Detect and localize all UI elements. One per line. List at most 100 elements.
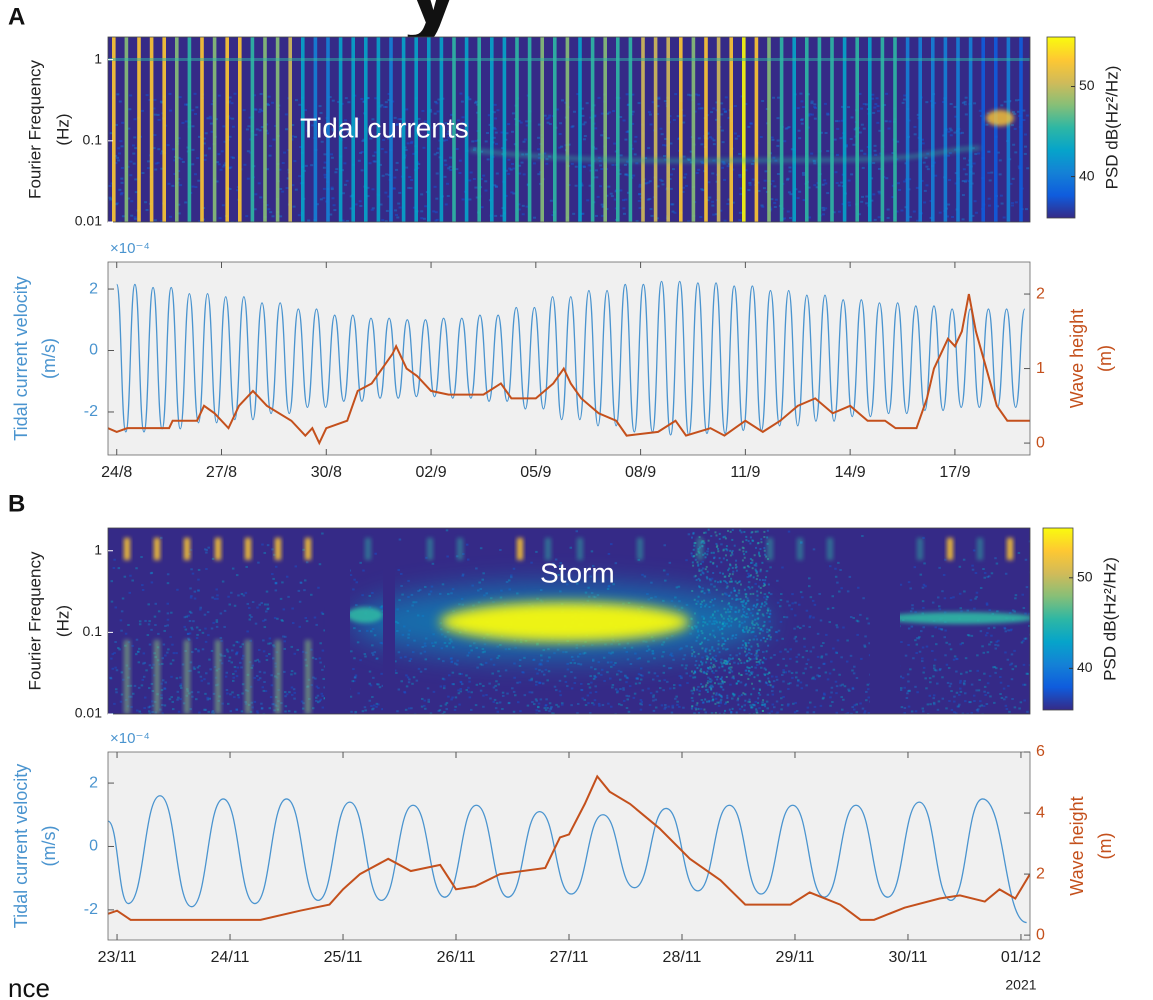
spectrogram-speckle bbox=[125, 633, 128, 635]
spectrogram-speckle bbox=[874, 154, 877, 156]
spectrogram-speckle bbox=[707, 677, 710, 679]
spectrogram-speckle bbox=[361, 169, 364, 171]
spectrogram-speckle bbox=[786, 601, 789, 603]
spectrogram-speckle bbox=[1003, 216, 1006, 218]
spectrogram-speckle bbox=[229, 693, 232, 695]
spectrogram-speckle bbox=[945, 707, 948, 709]
spectrogram-speckle bbox=[838, 185, 841, 187]
spectrogram-speckle bbox=[192, 186, 195, 188]
spectrogram-stripe bbox=[994, 37, 998, 222]
spectrogram-speckle bbox=[814, 706, 817, 708]
spectrogram-speckle bbox=[410, 179, 413, 181]
spectrogram-speckle bbox=[204, 614, 207, 616]
spectrogram-speckle bbox=[885, 120, 888, 122]
spectrogram-speckle bbox=[701, 587, 704, 589]
spectrogram-speckle bbox=[704, 698, 706, 700]
spectrogram-tip bbox=[1007, 538, 1013, 560]
spectrogram-speckle bbox=[491, 673, 494, 675]
spectrogram-speckle bbox=[321, 695, 324, 697]
spectrogram-speckle bbox=[722, 593, 724, 595]
spectrogram-speckle bbox=[1020, 701, 1023, 703]
spectrogram-speckle bbox=[364, 655, 367, 657]
spectrogram-speckle bbox=[834, 568, 837, 570]
spectrogram-speckle bbox=[710, 688, 712, 690]
spectrogram-speckle bbox=[900, 584, 903, 586]
spectrogram-speckle bbox=[601, 113, 604, 115]
spectrogram-speckle bbox=[115, 688, 118, 690]
spectrogram-speckle bbox=[302, 708, 305, 710]
y2-tick-label: 4 bbox=[1036, 804, 1045, 821]
spectrogram-speckle bbox=[691, 552, 693, 554]
spectrogram-speckle bbox=[233, 677, 236, 679]
spectrogram-speckle bbox=[420, 193, 423, 195]
spectrogram-speckle bbox=[151, 683, 154, 685]
spectrogram-speckle bbox=[807, 707, 810, 709]
spectrogram-tip bbox=[767, 538, 773, 560]
spectrogram-speckle bbox=[196, 634, 199, 636]
spectrogram-speckle bbox=[720, 683, 723, 685]
spectrogram-speckle bbox=[838, 591, 841, 593]
spectrogram-speckle bbox=[717, 581, 719, 583]
spectrogram-speckle bbox=[840, 656, 843, 658]
spectrogram-speckle bbox=[396, 216, 399, 218]
spectrogram-speckle bbox=[570, 662, 573, 664]
spectrogram-speckle bbox=[735, 654, 738, 656]
spectrogram-stripe bbox=[918, 37, 922, 222]
spectrogram-speckle bbox=[877, 105, 880, 107]
spectrogram-speckle bbox=[271, 102, 274, 104]
spectrogram-speckle bbox=[609, 678, 612, 680]
spectrogram-speckle bbox=[909, 587, 912, 589]
spectrogram-speckle bbox=[750, 593, 752, 595]
spectrogram-speckle bbox=[598, 661, 601, 663]
spectrogram-speckle bbox=[910, 610, 913, 612]
spectrogram-speckle bbox=[570, 704, 573, 706]
spectrogram-speckle bbox=[946, 664, 949, 666]
spectrogram-speckle bbox=[612, 684, 615, 686]
spectrogram-speckle bbox=[808, 585, 811, 587]
spectrogram-speckle bbox=[993, 627, 996, 629]
spectrogram-speckle bbox=[364, 709, 367, 711]
spectrogram-speckle bbox=[788, 170, 791, 172]
spectrogram-speckle bbox=[461, 101, 464, 103]
spectrogram-speckle bbox=[777, 97, 780, 99]
spectrogram-speckle bbox=[878, 191, 881, 193]
spectrogram-speckle bbox=[939, 608, 942, 610]
spectrogram-speckle bbox=[443, 685, 446, 687]
spectrogram-speckle bbox=[134, 685, 137, 687]
spectrogram-stripe bbox=[578, 37, 582, 222]
spectrogram-speckle bbox=[907, 673, 910, 675]
spectrogram-speckle bbox=[113, 567, 116, 569]
spectrogram-speckle bbox=[937, 596, 940, 598]
spectrogram-speckle bbox=[708, 197, 711, 199]
spectrogram-speckle bbox=[775, 631, 778, 633]
spectrogram-speckle bbox=[697, 564, 699, 566]
x-tick-label: 14/9 bbox=[835, 464, 866, 481]
spectrogram-speckle bbox=[847, 106, 850, 108]
spectrogram-speckle bbox=[597, 672, 600, 674]
spectrogram-speckle bbox=[354, 676, 357, 678]
spectrogram-speckle bbox=[256, 675, 258, 677]
spectrogram-speckle bbox=[305, 165, 308, 167]
spectrogram-speckle bbox=[404, 692, 407, 694]
spectrogram-speckle bbox=[755, 708, 757, 710]
spectrogram-speckle bbox=[259, 129, 262, 131]
spectrogram-stripe bbox=[641, 37, 645, 222]
spectrogram-speckle bbox=[829, 621, 832, 623]
spectrogram-speckle bbox=[800, 100, 803, 102]
spectrogram-speckle bbox=[710, 535, 712, 537]
spectrogram-speckle bbox=[694, 655, 696, 657]
spectrogram-speckle bbox=[794, 702, 797, 704]
spectrogram-speckle bbox=[466, 689, 469, 691]
spectrogram-speckle bbox=[694, 542, 696, 544]
spectrogram-speckle bbox=[256, 128, 259, 130]
panel-label: A bbox=[8, 3, 25, 30]
spectrogram-speckle bbox=[754, 654, 757, 656]
spectrogram-speckle bbox=[716, 565, 718, 567]
spectrogram-speckle bbox=[149, 664, 152, 666]
spectrogram-speckle bbox=[281, 581, 284, 583]
spectrogram-speckle bbox=[334, 171, 337, 173]
spectrogram-speckle bbox=[589, 692, 592, 694]
spectrogram-speckle bbox=[760, 570, 762, 572]
spectrogram-speckle bbox=[989, 695, 992, 697]
spectrogram-speckle bbox=[767, 610, 769, 612]
